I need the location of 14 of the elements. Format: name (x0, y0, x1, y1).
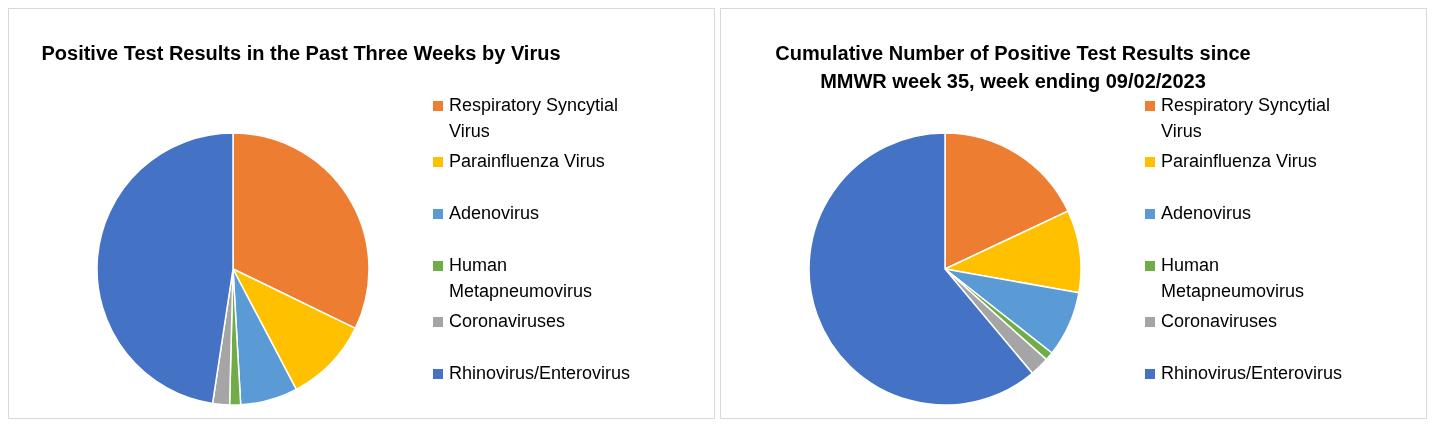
legend-label: Rhinovirus/Enterovirus (449, 363, 631, 383)
legend-label: Coronaviruses (449, 311, 566, 331)
legend-label: Coronaviruses (1161, 311, 1278, 331)
chart-title: Cumulative Number of Positive Test Results since MMWR week 35, week ending 09/02/2023 (775, 42, 1251, 92)
legend-label: Respiratory Syncytial Virus (449, 95, 619, 141)
legend-label: Parainfluenza Virus (1161, 151, 1317, 171)
legend-label: Human Metapneumovirus (1161, 255, 1305, 301)
legend-label: Rhinovirus/Enterovirus (1161, 363, 1343, 383)
chart-title: Positive Test Results in the Past Three Weeks by Virus (41, 42, 561, 64)
legend-label: Respiratory Syncytial Virus (1161, 95, 1331, 141)
legend-label: Adenovirus (449, 203, 540, 223)
legend-label: Adenovirus (1161, 203, 1252, 223)
legend-label: Parainfluenza Virus (449, 151, 605, 171)
legend-label: Human Metapneumovirus (449, 255, 593, 301)
